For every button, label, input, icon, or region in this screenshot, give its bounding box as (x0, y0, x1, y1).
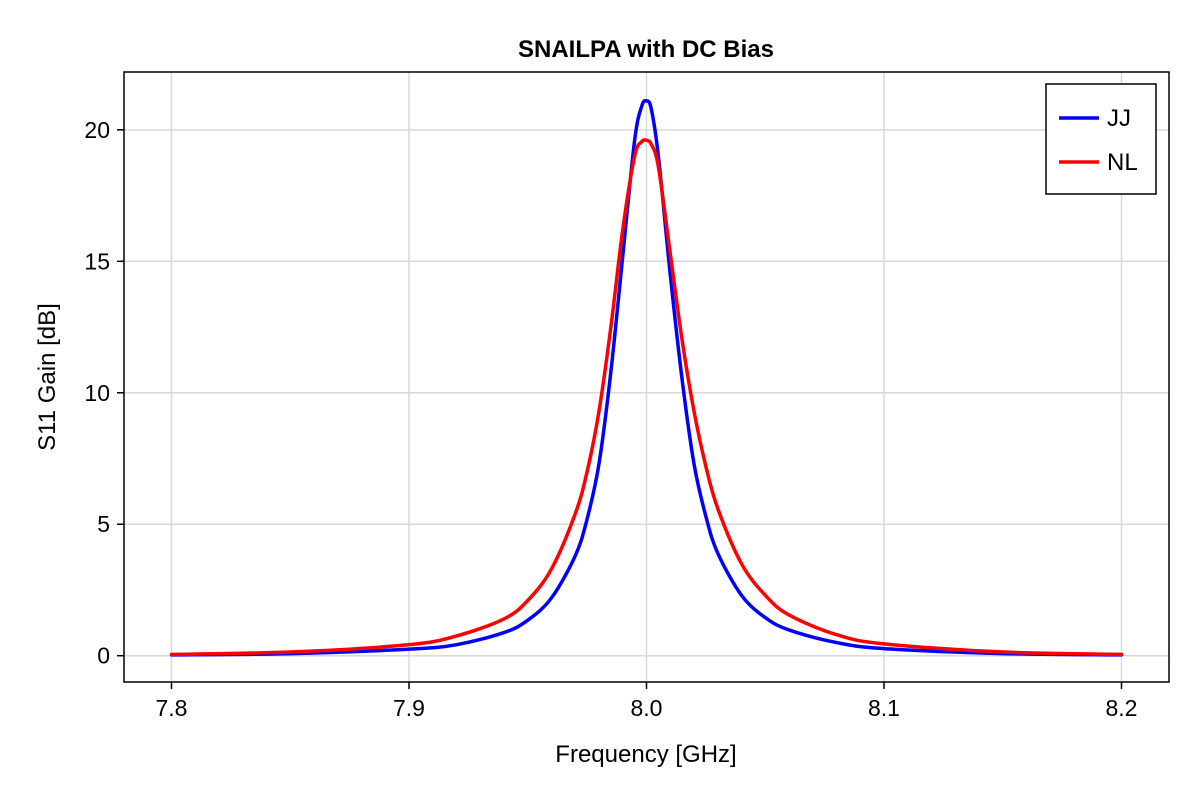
x-tick-label: 7.9 (393, 695, 425, 721)
legend-label-nl: NL (1107, 149, 1138, 176)
legend-label-jj: JJ (1107, 105, 1131, 132)
series-layer (169, 98, 1124, 657)
y-tick-label: 15 (84, 248, 110, 274)
grid-layer (124, 72, 1169, 682)
legend-box (1045, 83, 1157, 195)
x-tick-label: 8.2 (1106, 695, 1138, 721)
x-axis-label: Frequency [GHz] (555, 741, 736, 768)
x-tick-label: 8.0 (631, 695, 663, 721)
y-tick-label: 20 (84, 117, 110, 143)
x-tick-label: 8.1 (868, 695, 900, 721)
x-tick-label: 7.8 (156, 695, 188, 721)
y-tick-label: 5 (97, 511, 110, 537)
tick-layer: 7.8 7.9 8.0 8.1 8.2 0 5 10 15 20 (84, 117, 1137, 721)
y-axis-label: S11 Gain [dB] (34, 303, 61, 451)
series-line-nl (169, 138, 1124, 657)
legend: JJ NL (1045, 83, 1157, 195)
y-tick-label: 0 (97, 643, 110, 669)
y-tick-label: 10 (84, 380, 110, 406)
series-line-jj (169, 98, 1124, 657)
chart-title: SNAILPA with DC Bias (518, 36, 774, 63)
